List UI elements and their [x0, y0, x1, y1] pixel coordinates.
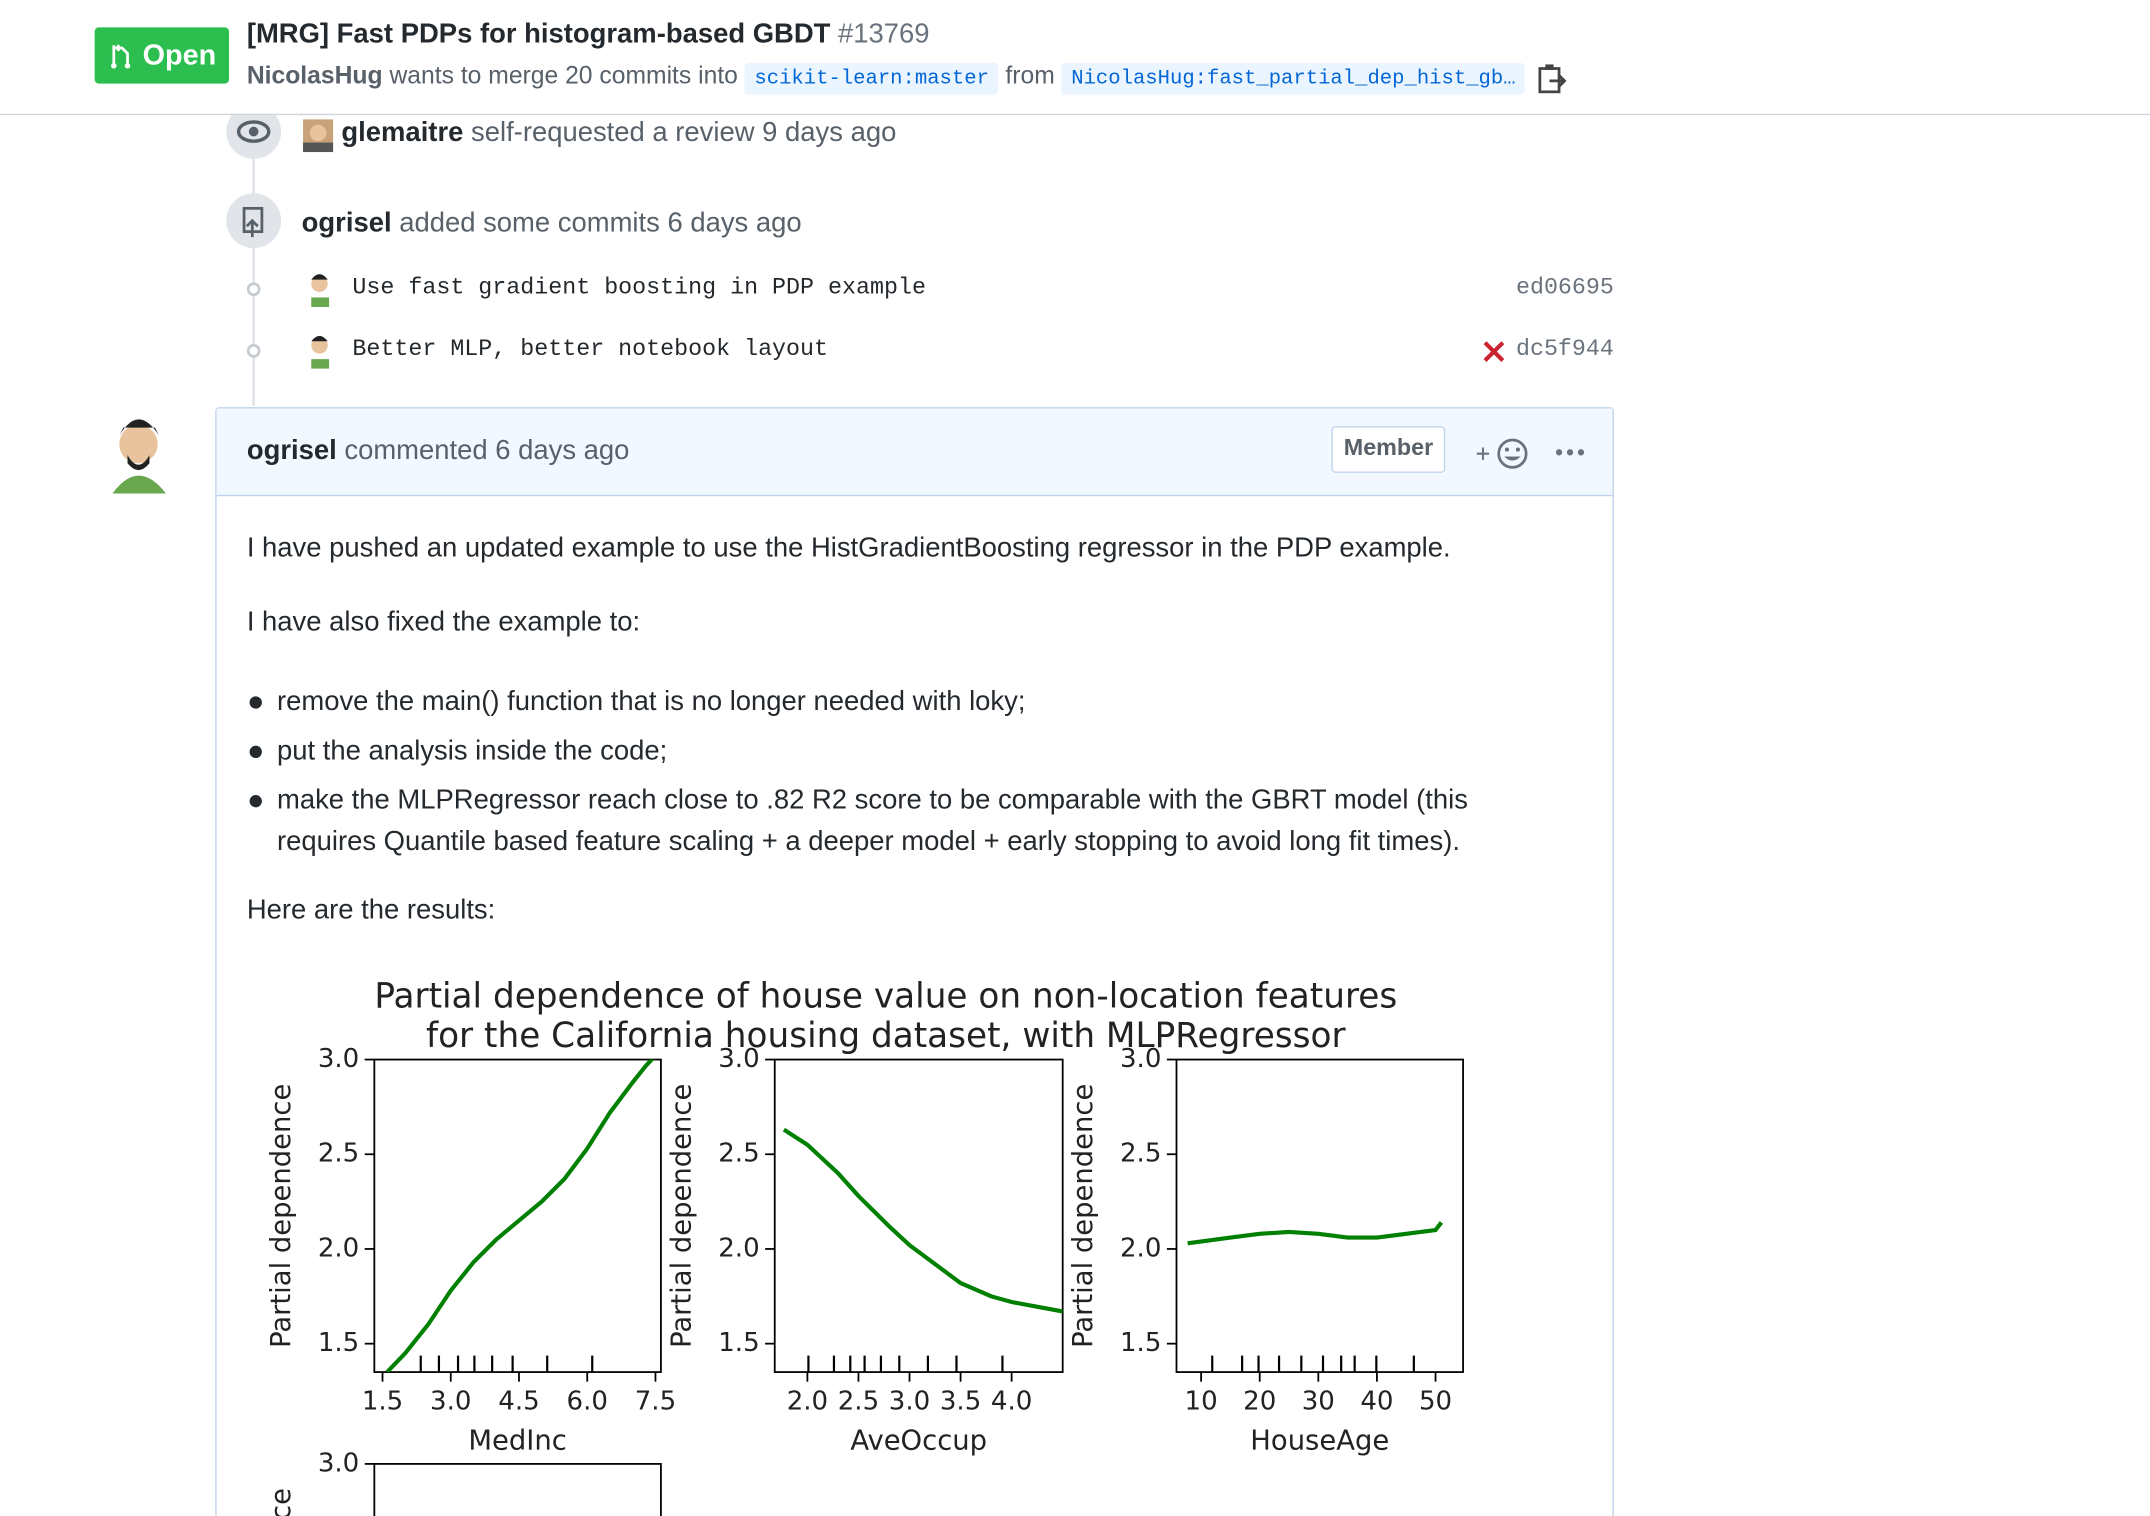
commit-dots [246, 282, 261, 358]
y-tick-label: 1.5 [1120, 1328, 1161, 1358]
commit-message[interactable]: Use fast gradient boosting in PDP exampl… [352, 275, 926, 302]
axes-frame [373, 1463, 662, 1516]
x-tick-label: 6.0 [567, 1387, 608, 1417]
x-tick-label: 30 [1302, 1387, 1335, 1417]
y-axis-label: Partial dependence [266, 1488, 297, 1516]
avatar[interactable] [304, 333, 336, 369]
comment-box: ogrisel commented 6 days ago Member I ha… [215, 407, 1614, 1516]
header-bar: Open [MRG] Fast PDPs for histogram-based… [0, 0, 2150, 116]
figure-title: Partial dependence of house value on non… [374, 976, 1397, 1016]
axes-frame [773, 1058, 1064, 1373]
base-branch[interactable]: scikit-learn:master [744, 63, 999, 95]
user-link[interactable]: glemaitre [341, 117, 464, 149]
bullet: remove the main() function that is no lo… [249, 681, 1552, 722]
merge-text: wants to merge 20 commits into [389, 61, 738, 90]
x-tick-label: 2.5 [838, 1387, 879, 1417]
x-tick-label: 20 [1243, 1387, 1276, 1417]
push-icon [226, 193, 282, 249]
event-text: added some commits 6 days ago [399, 208, 802, 239]
axes-frame [1175, 1058, 1464, 1373]
x-tick-label: 50 [1419, 1387, 1452, 1417]
copy-button[interactable] [1537, 63, 1567, 96]
y-tick-label: 2.5 [318, 1139, 359, 1169]
bullet: make the MLPRegressor reach close to .82… [249, 780, 1552, 862]
status-badge: Open [94, 27, 229, 84]
avatar[interactable] [304, 271, 336, 308]
review-icon [226, 104, 282, 160]
x-tick-label: 10 [1185, 1387, 1218, 1417]
head-branch[interactable]: NicolasHug:fast_partial_dep_hist_gb… [1061, 63, 1526, 95]
x-tick-label: 7.5 [635, 1387, 676, 1417]
commit-message[interactable]: Better MLP, better notebook layout [352, 337, 829, 364]
x-tick-label: 1.5 [362, 1387, 403, 1417]
x-tick-label: 3.5 [940, 1387, 981, 1417]
x-axis-label: AveOccup [850, 1425, 987, 1456]
y-tick-label: 2.0 [1120, 1233, 1161, 1263]
timeline-line [252, 113, 256, 406]
y-tick-label: 2.0 [318, 1233, 359, 1263]
status-text: Open [142, 39, 217, 72]
paragraph: I have also fixed the example to: [246, 607, 641, 638]
figure-title: for the California housing dataset, with… [426, 1016, 1346, 1056]
y-tick-label: 3.0 [718, 1044, 759, 1074]
axes-frame [373, 1058, 662, 1373]
y-tick-label: 2.5 [1120, 1139, 1161, 1169]
pr-icon [111, 44, 131, 69]
comment-avatar[interactable] [106, 411, 172, 494]
y-tick-label: 2.5 [718, 1139, 759, 1169]
user-link[interactable]: ogrisel [246, 435, 337, 467]
y-tick-label: 1.5 [318, 1328, 359, 1358]
author-link[interactable]: NicolasHug [246, 61, 383, 90]
paragraph: Here are the results: [246, 895, 496, 926]
commit-sha[interactable]: dc5f944 [1515, 337, 1614, 364]
commit-sha[interactable]: ed06695 [1515, 275, 1614, 302]
bullet-list: remove the main() function that is no lo… [249, 681, 1552, 862]
from-text: from [1005, 61, 1055, 90]
member-badge: Member [1331, 426, 1446, 473]
y-tick-label: 1.5 [718, 1328, 759, 1358]
x-tick-label: 3.0 [889, 1387, 930, 1417]
bullet-text: remove the main() function that is no lo… [276, 686, 1026, 717]
y-tick-label: 3.0 [318, 1448, 359, 1478]
pd-line [782, 1127, 1063, 1314]
bullet-text: make the MLPRegressor reach close to .82… [276, 785, 1468, 857]
event-row: glemaitre self-requested a review 9 days… [341, 118, 896, 150]
event-text: self-requested a review 9 days ago [471, 117, 897, 149]
y-tick-label: 3.0 [1120, 1044, 1161, 1074]
pd-line [1187, 1221, 1444, 1246]
bullet: put the analysis inside the code; [249, 731, 1552, 772]
user-link[interactable]: ogrisel [301, 208, 392, 239]
y-tick-label: 2.0 [718, 1233, 759, 1263]
pd-line [385, 1059, 655, 1373]
add-reaction[interactable] [1474, 436, 1532, 472]
event-row: ogrisel added some commits 6 days ago [302, 208, 802, 240]
bullet-text: put the analysis inside the code; [276, 736, 668, 767]
ci-failed-icon[interactable] [1482, 340, 1505, 363]
pr-title-row: [MRG] Fast PDPs for histogram-based GBDT… [247, 19, 930, 51]
comment-time[interactable]: commented 6 days ago [344, 435, 630, 467]
x-tick-label: 4.0 [991, 1387, 1032, 1417]
x-tick-label: 4.5 [498, 1387, 539, 1417]
x-axis-label: MedInc [468, 1425, 566, 1456]
x-tick-label: 2.0 [787, 1387, 828, 1417]
avatar[interactable] [303, 119, 334, 153]
x-tick-label: 3.0 [430, 1387, 471, 1417]
y-axis-label: Partial dependence [666, 1084, 697, 1348]
more-actions[interactable] [1555, 447, 1585, 458]
pr-title: [MRG] Fast PDPs for histogram-based GBDT [246, 19, 831, 50]
x-axis-label: HouseAge [1250, 1425, 1389, 1456]
x-tick-label: 40 [1360, 1387, 1393, 1417]
y-axis-label: Partial dependence [266, 1084, 297, 1348]
y-tick-label: 3.0 [318, 1044, 359, 1074]
pr-number: #13769 [838, 19, 930, 50]
paragraph: I have pushed an updated example to use … [246, 533, 1451, 564]
merge-row: NicolasHug wants to merge 20 commits int… [246, 61, 1526, 95]
y-axis-label: Partial dependence [1068, 1084, 1099, 1348]
comment-meta: ogrisel commented 6 days ago [247, 436, 630, 468]
